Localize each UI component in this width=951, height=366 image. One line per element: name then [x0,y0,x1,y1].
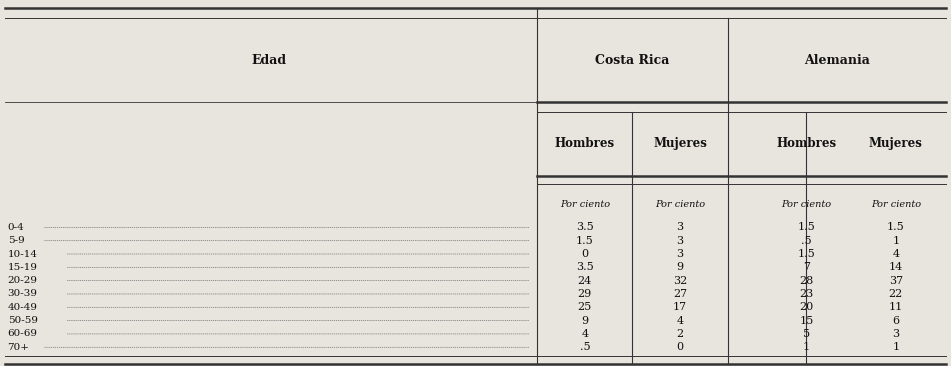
Text: 7: 7 [803,262,810,272]
Text: 28: 28 [800,276,813,285]
Text: 15: 15 [800,315,813,326]
Text: 5: 5 [803,329,810,339]
Text: 3: 3 [676,236,684,246]
Text: 1.5: 1.5 [576,236,593,246]
Text: 3: 3 [892,329,900,339]
Text: 60-69: 60-69 [8,329,38,339]
Text: Hombres: Hombres [776,137,837,150]
Text: 27: 27 [673,289,687,299]
Text: 0: 0 [676,342,684,352]
Text: 24: 24 [578,276,592,285]
Text: 3: 3 [676,223,684,232]
Text: 2: 2 [676,329,684,339]
Text: 1.5: 1.5 [798,249,815,259]
Text: .5: .5 [579,342,591,352]
Text: Alemania: Alemania [804,53,870,67]
Text: 32: 32 [673,276,687,285]
Text: 6: 6 [892,315,900,326]
Text: 1: 1 [892,236,900,246]
Text: Por ciento: Por ciento [871,200,921,209]
Text: 37: 37 [889,276,902,285]
Text: 10-14: 10-14 [8,250,38,258]
Text: 3: 3 [676,249,684,259]
Text: 9: 9 [676,262,684,272]
Text: 4: 4 [892,249,900,259]
Text: Por ciento: Por ciento [560,200,610,209]
Text: Costa Rica: Costa Rica [595,53,670,67]
Text: Hombres: Hombres [554,137,615,150]
Text: 5-9: 5-9 [8,236,25,245]
Text: 1.5: 1.5 [887,223,904,232]
Text: 50-59: 50-59 [8,316,38,325]
Text: 17: 17 [673,302,687,312]
Text: 30-39: 30-39 [8,290,38,298]
Text: 3.5: 3.5 [576,262,593,272]
Text: 4: 4 [581,329,589,339]
Text: 23: 23 [800,289,813,299]
Text: 20-29: 20-29 [8,276,38,285]
Text: 70+: 70+ [8,343,29,352]
Text: Por ciento: Por ciento [655,200,705,209]
Text: 1: 1 [803,342,810,352]
Text: Mujeres: Mujeres [869,137,922,150]
Text: 4: 4 [676,315,684,326]
Text: Por ciento: Por ciento [782,200,831,209]
Text: 29: 29 [578,289,592,299]
Text: 1: 1 [892,342,900,352]
Text: 0-4: 0-4 [8,223,25,232]
Text: 1.5: 1.5 [798,223,815,232]
Text: Mujeres: Mujeres [653,137,707,150]
Text: 25: 25 [578,302,592,312]
Text: .5: .5 [801,236,812,246]
Text: 11: 11 [889,302,902,312]
Text: Edad: Edad [251,53,286,67]
Text: 15-19: 15-19 [8,263,38,272]
Text: 0: 0 [581,249,589,259]
Text: 14: 14 [889,262,902,272]
Text: 22: 22 [889,289,902,299]
Text: 40-49: 40-49 [8,303,38,312]
Text: 9: 9 [581,315,589,326]
Text: 20: 20 [800,302,813,312]
Text: 3.5: 3.5 [576,223,593,232]
